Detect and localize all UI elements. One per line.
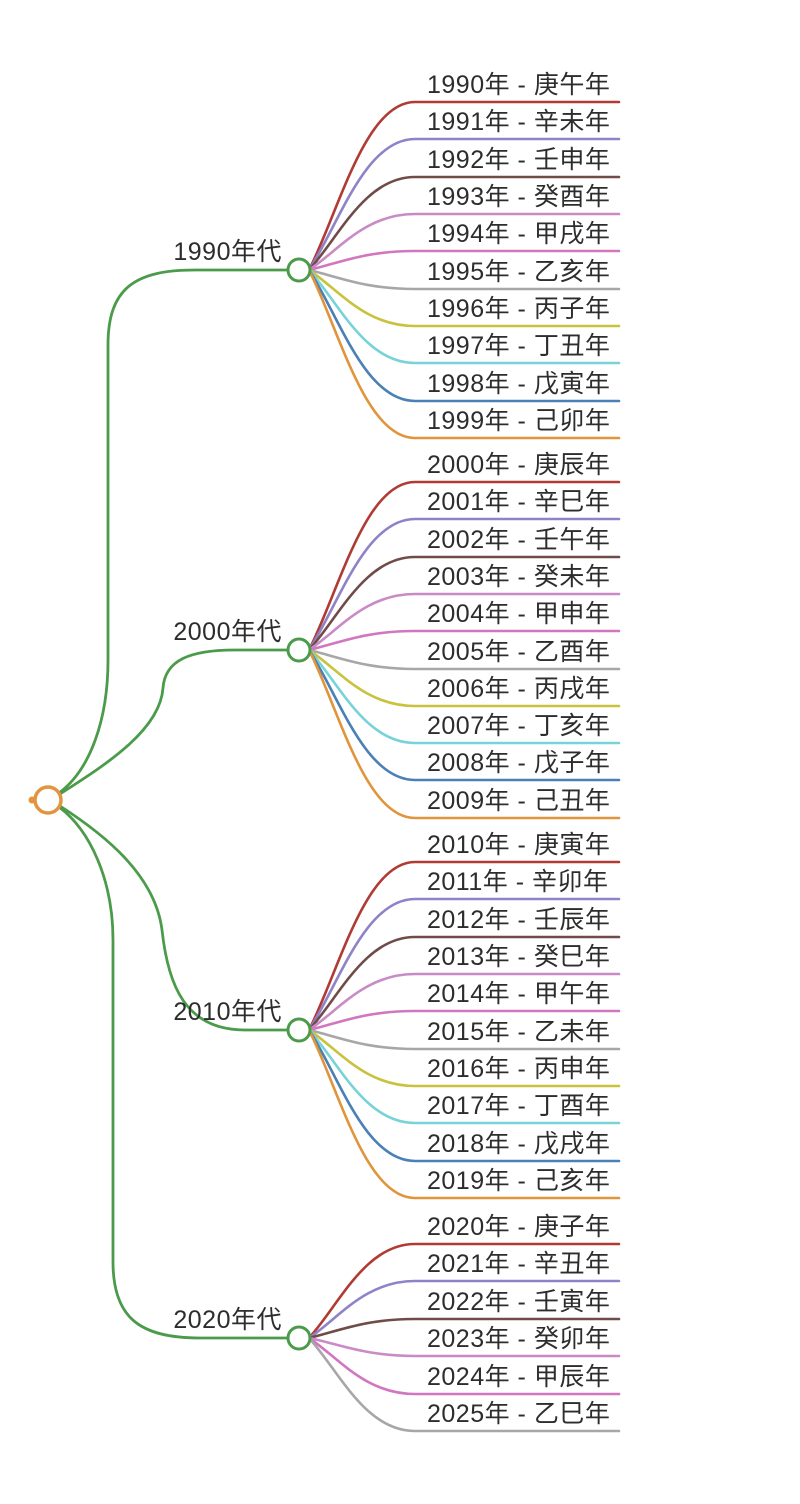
year-label-2018[interactable]: 2018年 - 戊戌年 — [427, 1130, 611, 1158]
year-label-2013[interactable]: 2013年 - 癸巳年 — [427, 943, 611, 971]
year-line-1993 — [307, 212, 621, 272]
year-line-2011 — [307, 897, 621, 1032]
year-line-1990 — [307, 100, 621, 272]
year-line-1999 — [307, 268, 621, 440]
year-line-2020 — [307, 1242, 621, 1340]
decade-node-circle-2020s[interactable] — [286, 1325, 312, 1351]
year-label-2017[interactable]: 2017年 - 丁酉年 — [427, 1092, 611, 1120]
decade-node-circle-2000s[interactable] — [286, 637, 312, 663]
year-label-1991[interactable]: 1991年 - 辛未年 — [427, 108, 611, 136]
year-label-2001[interactable]: 2001年 - 辛巳年 — [427, 488, 611, 516]
year-line-2008 — [307, 648, 621, 782]
year-line-1997 — [307, 268, 621, 365]
year-label-2024[interactable]: 2024年 - 甲辰年 — [427, 1363, 611, 1391]
year-line-2016 — [307, 1028, 621, 1088]
year-label-2015[interactable]: 2015年 - 乙未年 — [427, 1018, 611, 1046]
decade-branch-line-2010s — [58, 804, 290, 1032]
year-line-1992 — [307, 175, 621, 272]
year-label-1993[interactable]: 1993年 - 癸酉年 — [427, 183, 611, 211]
year-line-2003 — [307, 592, 621, 652]
year-line-1994 — [307, 249, 621, 272]
year-label-2025[interactable]: 2025年 - 乙巳年 — [427, 1400, 611, 1428]
year-label-2019[interactable]: 2019年 - 己亥年 — [427, 1167, 611, 1195]
year-line-2018 — [307, 1028, 621, 1163]
year-label-2022[interactable]: 2022年 - 壬寅年 — [427, 1288, 611, 1316]
root-node-circle[interactable] — [33, 785, 63, 815]
year-line-2014 — [307, 1009, 621, 1032]
year-line-2009 — [307, 648, 621, 820]
year-line-1995 — [307, 268, 621, 291]
year-line-2015 — [307, 1028, 621, 1051]
year-label-2004[interactable]: 2004年 - 甲申年 — [427, 600, 611, 628]
year-line-2001 — [307, 517, 621, 652]
year-label-2009[interactable]: 2009年 - 己丑年 — [427, 787, 611, 815]
year-label-1995[interactable]: 1995年 - 乙亥年 — [427, 258, 611, 286]
year-label-2006[interactable]: 2006年 - 丙戌年 — [427, 675, 611, 703]
year-label-2016[interactable]: 2016年 - 丙申年 — [427, 1055, 611, 1083]
year-label-2008[interactable]: 2008年 - 戊子年 — [427, 749, 611, 777]
year-label-2021[interactable]: 2021年 - 辛丑年 — [427, 1250, 611, 1278]
year-label-2000[interactable]: 2000年 - 庚辰年 — [427, 451, 611, 479]
year-line-2000 — [307, 480, 621, 652]
year-line-2025 — [307, 1336, 621, 1433]
decade-label-2000s[interactable]: 2000年代 — [173, 618, 282, 646]
year-line-2023 — [307, 1336, 621, 1358]
year-label-2002[interactable]: 2002年 - 壬午年 — [427, 526, 611, 554]
year-line-2013 — [307, 972, 621, 1032]
year-line-2019 — [307, 1028, 621, 1200]
year-label-2010[interactable]: 2010年 - 庚寅年 — [427, 831, 611, 859]
decade-branch-line-2000s — [58, 648, 290, 796]
year-line-2006 — [307, 648, 621, 708]
year-label-1994[interactable]: 1994年 - 甲戌年 — [427, 220, 611, 248]
year-label-1999[interactable]: 1999年 - 己卯年 — [427, 407, 611, 435]
year-line-2005 — [307, 648, 621, 671]
year-label-2023[interactable]: 2023年 - 癸卯年 — [427, 1325, 611, 1353]
year-label-2007[interactable]: 2007年 - 丁亥年 — [427, 712, 611, 740]
decade-node-circle-1990s[interactable] — [286, 257, 312, 283]
decade-node-circle-2010s[interactable] — [286, 1017, 312, 1043]
year-label-1990[interactable]: 1990年 - 庚午年 — [427, 71, 611, 99]
decade-label-2020s[interactable]: 2020年代 — [173, 1306, 282, 1334]
year-line-1998 — [307, 268, 621, 403]
year-line-1991 — [307, 137, 621, 272]
year-label-1998[interactable]: 1998年 - 戊寅年 — [427, 370, 611, 398]
year-label-2020[interactable]: 2020年 - 庚子年 — [427, 1213, 611, 1241]
year-line-2022 — [307, 1317, 621, 1340]
year-line-1996 — [307, 268, 621, 328]
year-line-2012 — [307, 935, 621, 1032]
decade-label-2010s[interactable]: 2010年代 — [173, 998, 282, 1026]
decade-label-1990s[interactable]: 1990年代 — [173, 238, 282, 266]
year-line-2010 — [307, 860, 621, 1032]
year-label-2012[interactable]: 2012年 - 壬辰年 — [427, 906, 611, 934]
decade-branch-line-2020s — [57, 805, 290, 1340]
year-line-2002 — [307, 555, 621, 652]
year-line-2007 — [307, 648, 621, 745]
year-line-2021 — [307, 1279, 621, 1340]
year-line-2024 — [307, 1336, 621, 1396]
year-label-1992[interactable]: 1992年 - 壬申年 — [427, 146, 611, 174]
year-line-2017 — [307, 1028, 621, 1125]
year-label-2011[interactable]: 2011年 - 辛卯年 — [427, 868, 609, 896]
year-label-2003[interactable]: 2003年 - 癸未年 — [427, 563, 611, 591]
year-label-2014[interactable]: 2014年 - 甲午年 — [427, 980, 611, 1008]
year-line-2004 — [307, 629, 621, 652]
year-label-1996[interactable]: 1996年 - 丙子年 — [427, 295, 611, 323]
year-label-1997[interactable]: 1997年 - 丁丑年 — [427, 332, 611, 360]
year-label-2005[interactable]: 2005年 - 乙酉年 — [427, 638, 611, 666]
decade-branch-line-1990s — [57, 268, 290, 795]
